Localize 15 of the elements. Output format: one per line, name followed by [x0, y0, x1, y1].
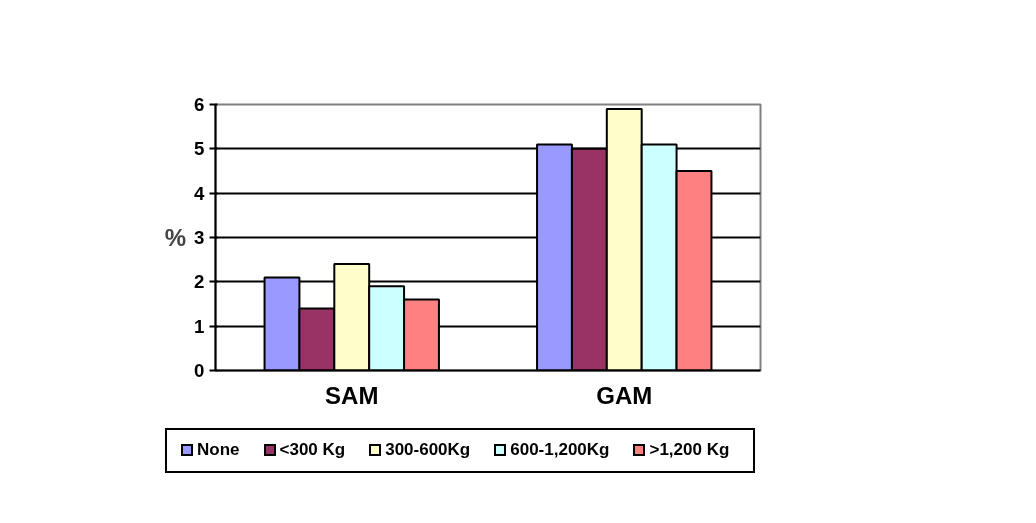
- legend-label: >1,200 Kg: [649, 439, 730, 461]
- legend-label: 600-1,200Kg: [510, 439, 610, 461]
- y-tick-label: 3: [194, 227, 205, 248]
- y-tick-label: 4: [194, 182, 206, 204]
- y-axis-title: %: [164, 224, 187, 251]
- x-tick-label: GAM: [596, 381, 653, 409]
- y-tick-label: 2: [194, 271, 205, 293]
- y-tick-label: 1: [194, 315, 205, 337]
- legend-label: 300-600Kg: [385, 439, 471, 461]
- y-tick-label: 6: [194, 94, 205, 115]
- x-tick-label: SAM: [325, 381, 379, 409]
- legend-label: None: [197, 439, 240, 461]
- y-tick-label: 5: [194, 138, 205, 160]
- legend-label: <300 Kg: [279, 439, 346, 461]
- y-tick-label: 0: [194, 360, 205, 381]
